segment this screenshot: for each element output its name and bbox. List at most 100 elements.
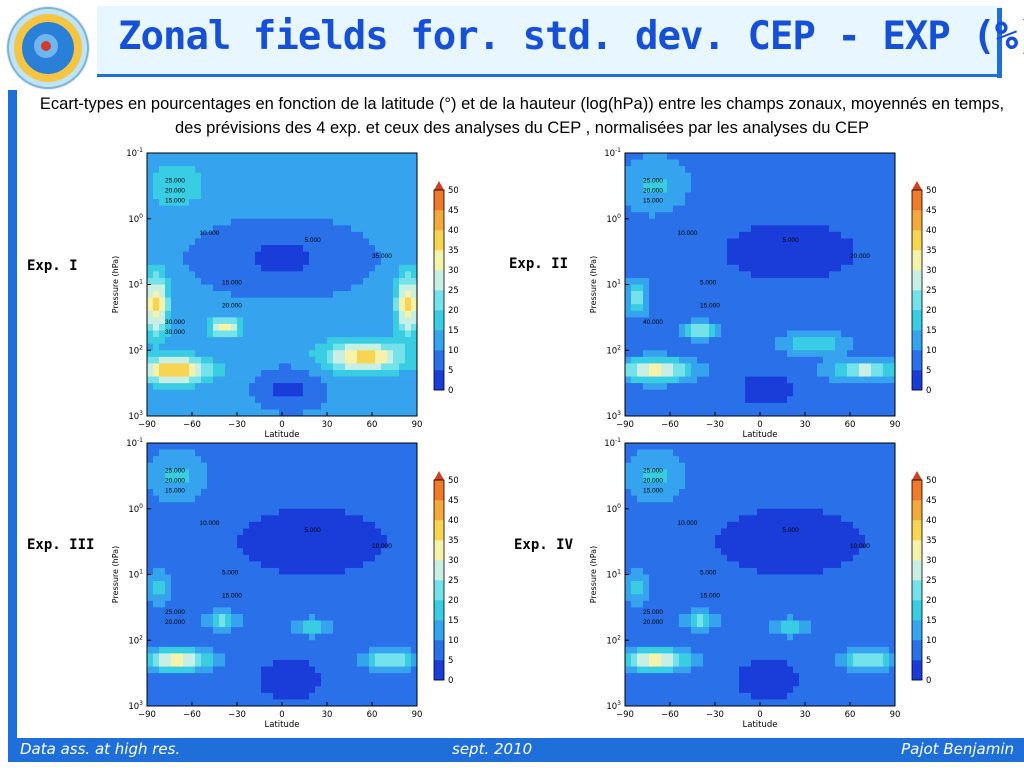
- heatmap-cell: [219, 640, 226, 648]
- heatmap-cell: [835, 297, 842, 305]
- heatmap-cell: [393, 363, 400, 371]
- heatmap-cell: [327, 449, 334, 457]
- heatmap-cell: [703, 330, 710, 338]
- heatmap-cell: [159, 666, 166, 674]
- heatmap-cell: [321, 495, 328, 503]
- heatmap-cell: [757, 179, 764, 187]
- heatmap-cell: [261, 199, 268, 206]
- heatmap-cell: [823, 199, 830, 206]
- heatmap-cell: [375, 225, 382, 233]
- heatmap-cell: [165, 159, 172, 167]
- heatmap-cell: [847, 363, 854, 371]
- heatmap-cell: [291, 238, 298, 246]
- colorbar-segment: [912, 310, 922, 331]
- heatmap-cell: [321, 666, 328, 674]
- heatmap-cell: [219, 153, 226, 160]
- heatmap-cell: [231, 238, 238, 246]
- heatmap-cell: [177, 692, 184, 700]
- heatmap-cell: [405, 369, 412, 377]
- heatmap-cell: [171, 376, 178, 384]
- heatmap-cell: [345, 350, 352, 358]
- heatmap-cell: [327, 284, 334, 292]
- heatmap-cell: [345, 396, 352, 404]
- heatmap-cell: [757, 258, 764, 266]
- heatmap-cell: [315, 271, 322, 279]
- heatmap-cell: [147, 620, 154, 628]
- heatmap-cell: [685, 376, 692, 384]
- heatmap-cell: [411, 271, 418, 279]
- heatmap-cell: [243, 277, 250, 285]
- heatmap-cell: [189, 692, 196, 700]
- heatmap-cell: [231, 317, 238, 325]
- heatmap-cell: [883, 185, 890, 193]
- heatmap-cell: [285, 692, 292, 700]
- heatmap-cell: [231, 284, 238, 292]
- heatmap-cell: [835, 192, 842, 200]
- heatmap-cell: [817, 369, 824, 377]
- heatmap-cell: [751, 179, 758, 187]
- heatmap-cell: [237, 376, 244, 384]
- heatmap-cell: [883, 179, 890, 187]
- heatmap-cell: [171, 475, 178, 483]
- heatmap-cell: [691, 159, 698, 167]
- heatmap-cell: [829, 264, 836, 272]
- heatmap-cell: [165, 153, 172, 160]
- colorbar-segment: [912, 230, 922, 251]
- heatmap-cell: [297, 245, 304, 253]
- colorbar-segment: [434, 370, 444, 391]
- heatmap-cell: [841, 310, 848, 318]
- heatmap-cell: [249, 502, 256, 510]
- heatmap-cell: [177, 653, 184, 661]
- heatmap-cell: [685, 185, 692, 193]
- heatmap-cell: [847, 258, 854, 266]
- heatmap-cell: [877, 258, 884, 266]
- heatmap-cell: [249, 205, 256, 213]
- heatmap-cell: [207, 640, 214, 648]
- heatmap-cell: [817, 212, 824, 220]
- heatmap-cell: [291, 350, 298, 358]
- heatmap-cell: [345, 356, 352, 364]
- heatmap-cell: [745, 284, 752, 292]
- heatmap-cell: [243, 607, 250, 615]
- heatmap-cell: [219, 475, 226, 483]
- heatmap-cell: [709, 330, 716, 338]
- heatmap-cell: [159, 369, 166, 377]
- heatmap-cell: [411, 218, 418, 226]
- heatmap-cell: [165, 317, 172, 325]
- heatmap-cell: [405, 304, 412, 312]
- heatmap-cell: [769, 245, 776, 253]
- heatmap-cell: [171, 633, 178, 641]
- heatmap-cell: [177, 620, 184, 628]
- heatmap-cell: [667, 356, 674, 364]
- heatmap-cell: [375, 231, 382, 239]
- heatmap-cell: [171, 185, 178, 193]
- heatmap-cell: [321, 159, 328, 167]
- heatmap-cell: [153, 620, 160, 628]
- heatmap-cell: [841, 231, 848, 239]
- heatmap-cell: [817, 297, 824, 305]
- heatmap-cell: [297, 205, 304, 213]
- heatmap-cell: [267, 179, 274, 187]
- heatmap-cell: [165, 238, 172, 246]
- heatmap-cell: [291, 199, 298, 206]
- heatmap-cell: [345, 179, 352, 187]
- heatmap-cell: [673, 369, 680, 377]
- heatmap-cell: [153, 369, 160, 377]
- heatmap-cell: [207, 528, 214, 536]
- heatmap-cell: [643, 383, 650, 391]
- heatmap-cell: [357, 291, 364, 299]
- heatmap-cell: [721, 245, 728, 253]
- heatmap-cell: [637, 383, 644, 391]
- heatmap-cell: [637, 185, 644, 193]
- heatmap-cell: [207, 515, 214, 523]
- heatmap-cell: [883, 245, 890, 253]
- heatmap-cell: [237, 594, 244, 602]
- heatmap-cell: [195, 515, 202, 523]
- heatmap-cell: [333, 613, 340, 621]
- heatmap-cell: [255, 356, 262, 364]
- heatmap-cell: [817, 402, 824, 410]
- heatmap-cell: [631, 396, 638, 404]
- heatmap-cell: [273, 369, 280, 377]
- heatmap-cell: [255, 317, 262, 325]
- heatmap-cell: [309, 574, 316, 582]
